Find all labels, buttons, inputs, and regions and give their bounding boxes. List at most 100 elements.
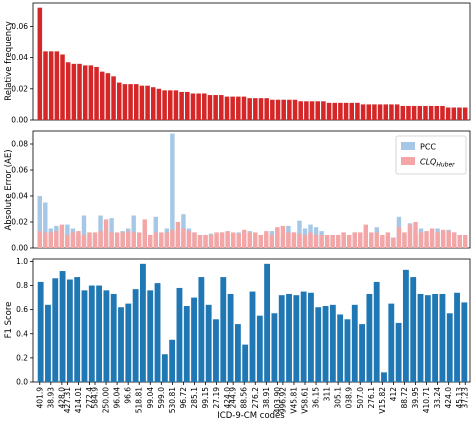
x-tick-label: 39.95 [411, 387, 420, 409]
frequency-bar [287, 99, 292, 120]
clq-huber-error-bar [286, 232, 291, 248]
x-tick-label: 37.23 [461, 387, 470, 409]
frequency-bar [116, 82, 122, 120]
clq-huber-error-bar [308, 232, 313, 248]
clq-huber-error-bar [457, 235, 462, 248]
f1-score-bar [74, 277, 81, 382]
frequency-bar [236, 96, 241, 120]
clq-huber-error-bar [225, 231, 230, 248]
x-tick-label: 507.0 [356, 387, 365, 409]
frequency-bar [309, 101, 315, 120]
f1-score-bar [424, 295, 431, 382]
clq-huber-error-bar [429, 228, 435, 248]
frequency-bar [213, 95, 218, 120]
pcc-error-bar [170, 133, 175, 248]
clq-huber-error-bar [396, 227, 402, 248]
f1-score-bar [256, 315, 263, 382]
frequency-bar [264, 98, 269, 120]
y-axis-label: Relative frequency [4, 21, 14, 101]
frequency-bar [71, 63, 77, 120]
f1-score-bar [88, 285, 95, 382]
clq-huber-error-bar [120, 232, 125, 248]
clq-huber-error-bar [302, 235, 308, 248]
clq-huber-error-bar [363, 224, 368, 248]
frequency-bar [105, 73, 111, 120]
frequency-bar [133, 84, 139, 120]
frequency-bar [445, 107, 451, 120]
clq-huber-error-bar [242, 229, 247, 248]
frequency-bar [99, 71, 105, 120]
clq-huber-error-bar [76, 231, 81, 248]
f1-score-bar [264, 263, 271, 382]
frequency-bar [122, 84, 128, 120]
legend-label-clq: CLQHuber [420, 158, 455, 169]
clq-huber-error-bar [197, 235, 203, 248]
f1-score-bar [96, 285, 103, 382]
clq-huber-error-bar [358, 232, 363, 248]
frequency-bar [332, 102, 337, 120]
y-tick-label: 1.0 [16, 257, 28, 266]
frequency-bar [94, 66, 99, 120]
x-tick-label: 96.04 [113, 387, 122, 409]
clq-huber-error-bar [48, 232, 54, 248]
clq-huber-error-bar [131, 232, 136, 248]
x-axis-label: ICD-9-CM codes [217, 411, 285, 421]
x-tick-label: 424.0 [223, 387, 232, 409]
clq-huber-error-bar [153, 232, 159, 248]
legend-swatch-pcc [401, 142, 415, 150]
f1-score-bar [388, 303, 395, 382]
clq-huber-error-bar [440, 229, 446, 248]
frequency-bar [247, 98, 252, 120]
f1-score-bar [198, 277, 205, 382]
frequency-bar [65, 62, 71, 120]
f1-score-bar [381, 372, 387, 382]
x-tick-label: 88.72 [400, 387, 409, 409]
y-tick-label: 0.00 [11, 116, 28, 125]
panel-f1-score: 0.00.20.40.60.81.0 F1 Score 401.9 38.93 42… [4, 257, 471, 421]
y-tick-label: 0.0 [16, 378, 28, 387]
clq-huber-error-bar [407, 224, 413, 248]
frequency-bar [315, 101, 320, 120]
clq-huber-error-bar [346, 235, 352, 248]
x-tick-label: 276.1 [367, 387, 376, 409]
clq-huber-error-bar [37, 231, 42, 248]
x-tick-label: 584.9 [91, 387, 100, 409]
clq-huber-error-bar [137, 232, 142, 248]
x-tick-label: V15.82 [378, 387, 387, 414]
f1-score-bar [417, 293, 424, 382]
frequency-bar [128, 84, 133, 120]
y-tick-label: 0.06 [11, 166, 28, 175]
f1-score-bar [66, 279, 73, 382]
x-tick-label: 428.0 [57, 387, 66, 409]
f1-score-bar [432, 293, 439, 382]
frequency-bar [383, 104, 389, 120]
f1-score-bar [395, 322, 402, 382]
x-tick-label: 410.71 [422, 387, 431, 413]
f1-score-bar [227, 293, 234, 382]
clq-huber-error-bar [98, 231, 103, 248]
x-tick-label: 276.2 [251, 387, 260, 409]
frequency-bar [179, 91, 184, 120]
y-tick-label: 0.4 [16, 329, 28, 338]
y-tick-label: 0.06 [11, 22, 28, 31]
clq-huber-error-bar [219, 232, 225, 248]
y-axis-label: Absolute Error (AE) [4, 149, 14, 230]
clq-huber-error-bar [341, 232, 346, 248]
frequency-bar [417, 105, 423, 120]
frequency-bar [406, 105, 411, 120]
f1-score-bar [351, 304, 358, 382]
legend: PCC CLQHuber [395, 135, 467, 175]
panel-absolute-error: 0.00 0.02 0.04 0.06 0.08 Absolute Error (AE)… [4, 130, 471, 253]
clq-huber-error-bar [280, 225, 286, 248]
x-tick-label: 38.91 [262, 387, 271, 409]
y-tick-label: 0.04 [11, 192, 28, 201]
frequency-bar [338, 102, 343, 120]
frequency-bar [440, 105, 445, 120]
clq-huber-error-bar [148, 235, 153, 248]
f1-score-bar [45, 304, 51, 382]
frequency-bar [150, 87, 156, 120]
clq-huber-error-bar [175, 222, 181, 248]
x-tick-label: 285.1 [190, 387, 199, 409]
y-tick-label: 0.04 [11, 53, 28, 62]
